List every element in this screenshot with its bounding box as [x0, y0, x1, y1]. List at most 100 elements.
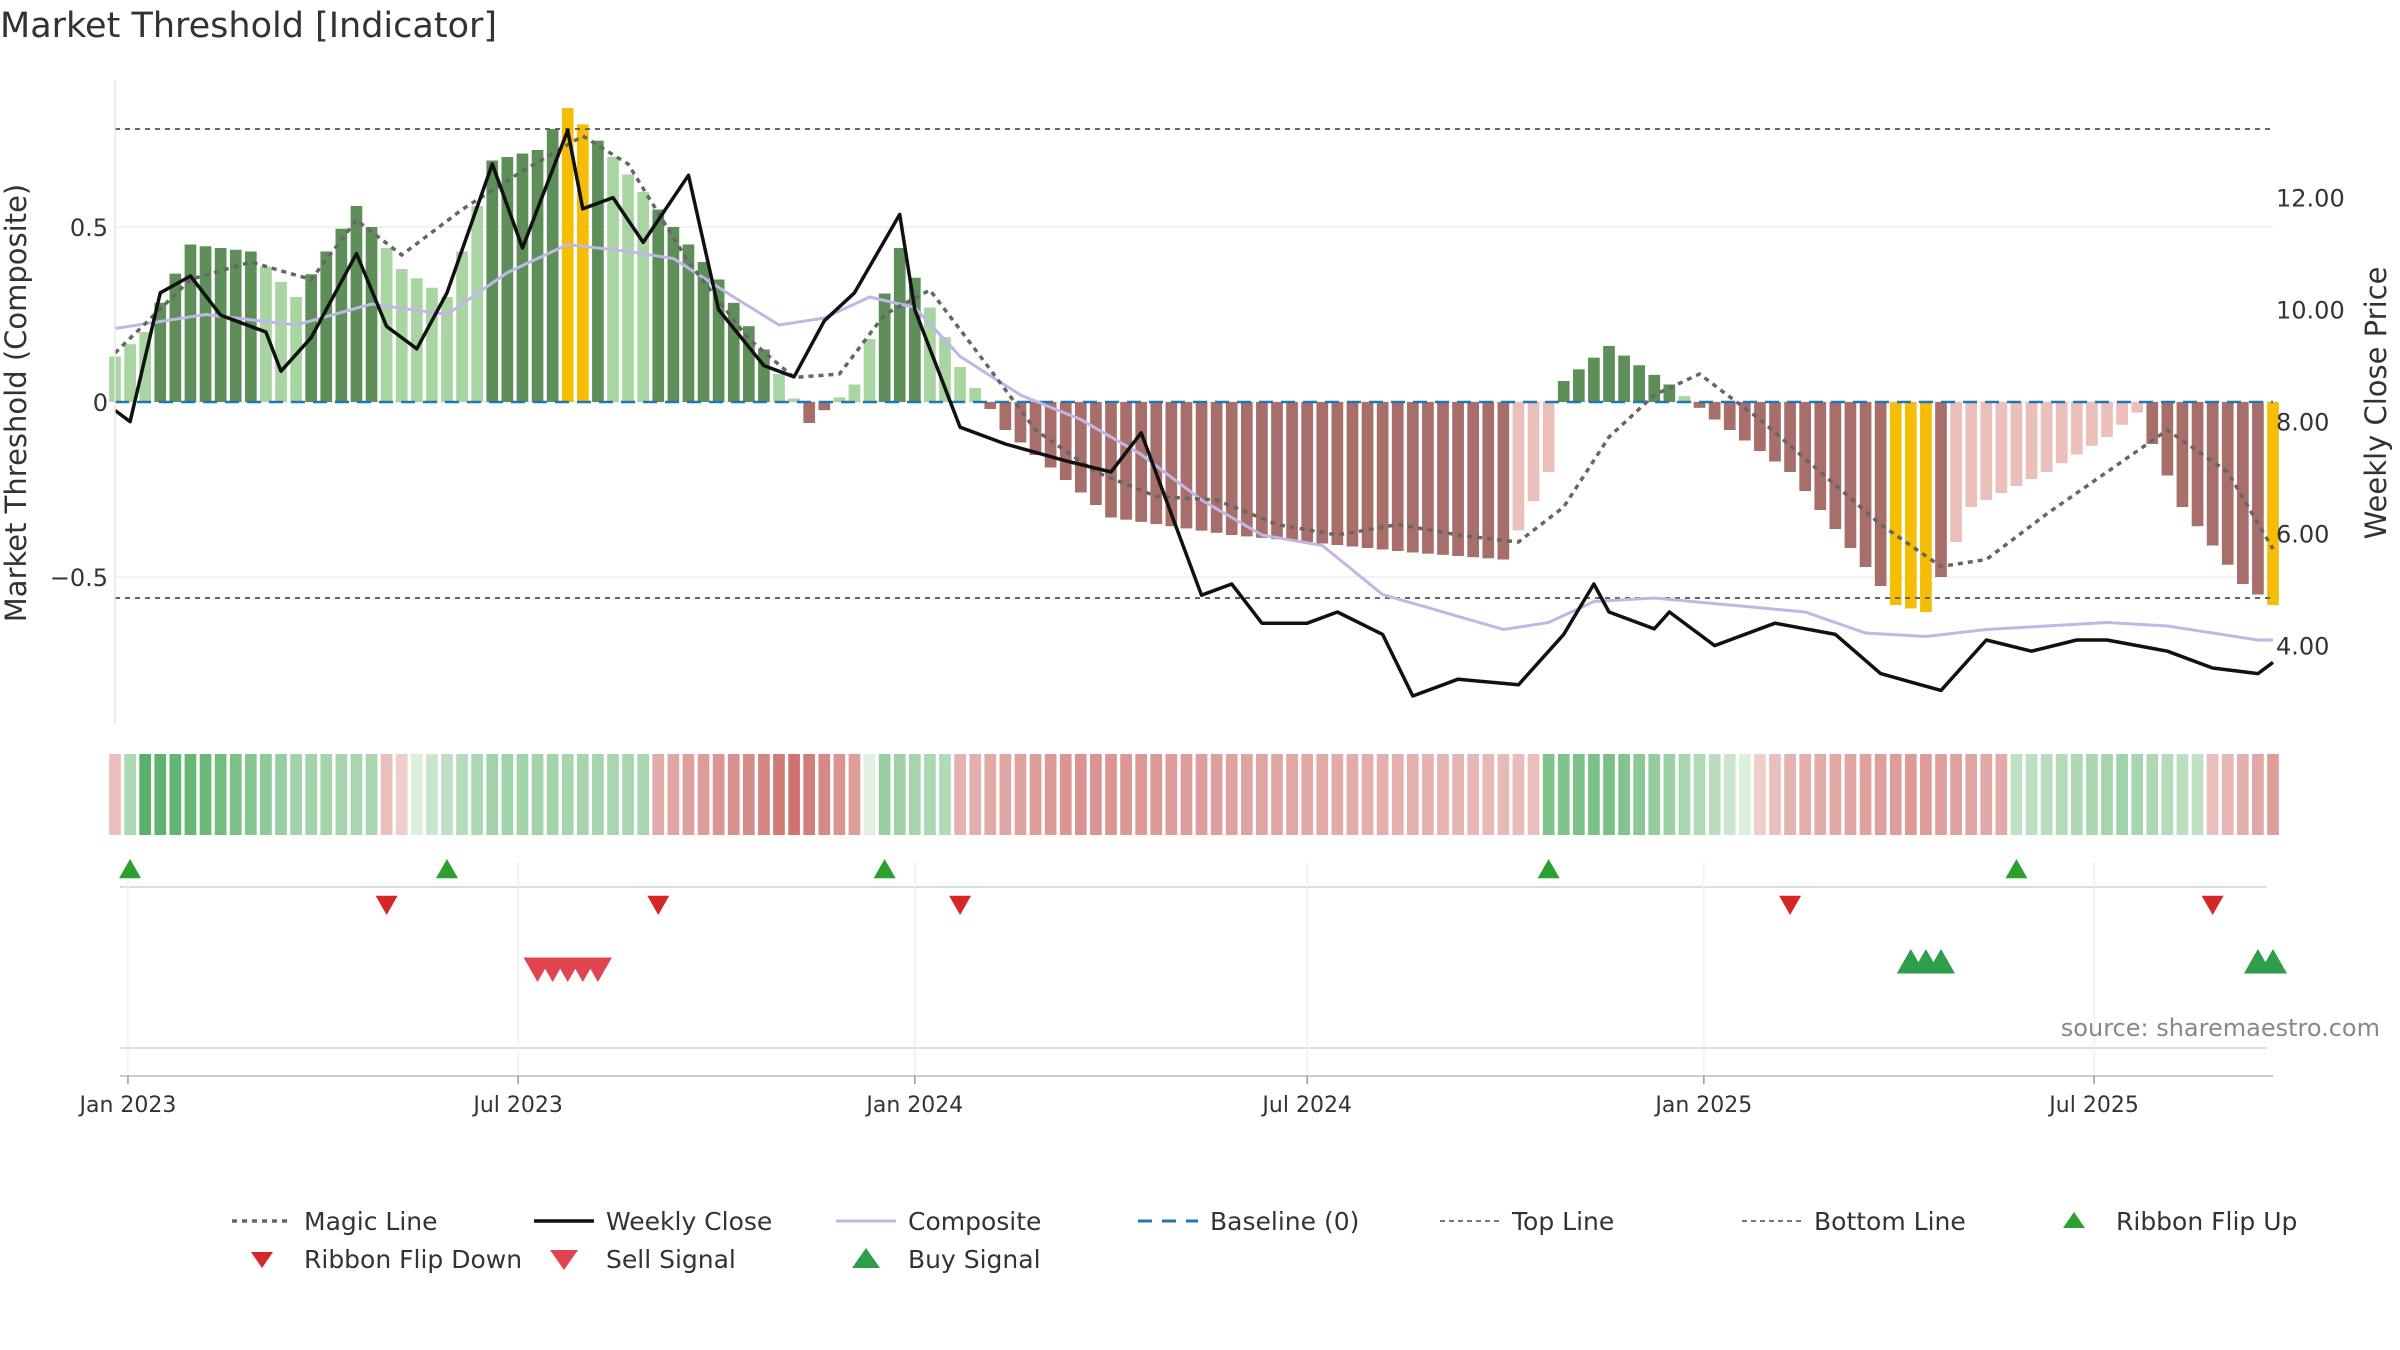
composite-bar: [1950, 402, 1962, 542]
ribbon-cell: [2086, 754, 2098, 835]
ribbon-cell: [456, 754, 468, 835]
ribbon-cell: [803, 754, 816, 835]
ribbon-cell: [244, 754, 257, 835]
composite-bar: [1150, 402, 1163, 525]
composite-bar: [335, 228, 348, 402]
ribbon-cell: [833, 754, 846, 835]
composite-bar: [1331, 402, 1344, 545]
ribbon-cell: [1829, 754, 1842, 835]
ribbon-cell: [1029, 754, 1042, 835]
ribbon-cell: [969, 754, 982, 835]
legend-symbol-top: [1438, 1206, 1502, 1236]
ribbon-cell: [1588, 754, 1600, 835]
ribbon-cell: [1844, 754, 1857, 835]
composite-bar: [1316, 402, 1329, 544]
composite-bar: [576, 124, 589, 402]
ribbon-flip-down-marker: [2201, 895, 2224, 915]
ribbon-cell: [486, 754, 499, 835]
composite-bar: [1889, 402, 1902, 605]
buy-signal-marker: [1927, 949, 1955, 974]
ribbon-cell: [1120, 754, 1132, 835]
ribbon-cell: [1708, 754, 1721, 835]
composite-bar: [1376, 402, 1389, 550]
composite-bar: [1422, 402, 1434, 554]
ribbon-cell: [1497, 754, 1510, 835]
composite-bar: [1286, 402, 1298, 541]
ribbon-flip-up-marker: [2005, 859, 2028, 879]
ribbon-cell: [2236, 754, 2249, 835]
chart-title: Market Threshold [Indicator]: [0, 6, 498, 46]
signal-markers: [119, 859, 2287, 1076]
composite-bar: [954, 367, 966, 402]
composite-bar: [607, 157, 619, 402]
composite-bar: [290, 297, 302, 402]
ribbon-cell: [592, 754, 604, 835]
legend-symbol-bottom: [1740, 1206, 1804, 1236]
ribbon-cell: [1603, 754, 1615, 835]
ribbon-flip-up-marker: [119, 859, 142, 879]
ribbon-cell: [1135, 754, 1148, 835]
y-tick-label-left: 0: [93, 389, 108, 417]
ribbon-strip: [109, 754, 2279, 835]
x-tick-label: Jul 2024: [1260, 1093, 1352, 1118]
ribbon-cell: [410, 754, 423, 835]
sell-signal-marker: [583, 957, 612, 982]
magic-line: [113, 133, 2275, 569]
composite-bar: [712, 279, 725, 402]
composite-bar: [456, 251, 468, 402]
composite-bar: [1090, 402, 1102, 505]
ribbon-cell: [320, 754, 333, 835]
legend-item-buy: Buy Signal: [834, 1244, 1136, 1274]
composite-bar: [1180, 402, 1193, 529]
composite-bar: [1497, 402, 1510, 560]
ribbon-cell: [1210, 754, 1223, 835]
composite-bar: [139, 332, 152, 402]
composite-bar: [1648, 374, 1661, 402]
ribbon-flip-down-marker: [375, 895, 398, 915]
composite-bar: [1935, 402, 1947, 577]
composite-bar: [214, 248, 227, 402]
ribbon-cell: [607, 754, 619, 835]
ribbon-cell: [275, 754, 287, 835]
composite-bar: [410, 278, 423, 402]
ribbon-cell: [1542, 754, 1555, 835]
ribbon-cell: [214, 754, 227, 835]
composite-bar: [667, 227, 680, 402]
composite-bar: [2221, 402, 2234, 565]
composite-bar: [2206, 402, 2219, 546]
composite-bar: [803, 402, 816, 423]
composite-bar: [516, 153, 529, 402]
ribbon-cell: [818, 754, 831, 835]
ribbon-cell: [1950, 754, 1962, 835]
composite-bar: [1723, 402, 1736, 430]
ribbon-flip-down-marker: [949, 895, 972, 915]
composite-bar: [924, 307, 936, 402]
ribbon-cell: [637, 754, 650, 835]
ribbon-cell: [863, 754, 876, 835]
ribbon-cell: [365, 754, 378, 835]
ribbon-cell: [1572, 754, 1585, 835]
composite-bar: [1708, 402, 1721, 420]
chart-canvas: 0.5 0 −0.5 12.00 10.00 8.00 6.00 4.00 Jan 2023 Ju…: [0, 80, 2393, 1118]
ribbon-cell: [2252, 754, 2264, 835]
axes: 0.5 0 −0.5 12.00 10.00 8.00 6.00 4.00 Jan 2023 Ju…: [50, 80, 2345, 1118]
composite-bar: [2040, 402, 2053, 472]
ribbon-cell: [380, 754, 393, 835]
ribbon-cell: [1874, 754, 1887, 835]
composite-bar: [1693, 402, 1706, 408]
legend-symbol-baseline: [1136, 1206, 1200, 1236]
y-axis-label-right: Weekly Close Price: [2359, 267, 2393, 540]
ribbon-cell: [290, 754, 302, 835]
ribbon-cell: [1799, 754, 1812, 835]
composite-bar: [350, 206, 363, 402]
ribbon-cell: [154, 754, 167, 835]
composite-bar: [1980, 402, 1993, 500]
ribbon-cell: [576, 754, 589, 835]
x-tick-label: Jan 2023: [77, 1093, 176, 1118]
composite-bar: [1120, 402, 1132, 520]
composite-bar: [1542, 402, 1555, 472]
ribbon-cell: [1195, 754, 1208, 835]
ribbon-cell: [1346, 754, 1359, 835]
composite-bar: [1301, 402, 1314, 542]
composite-bar: [908, 277, 921, 402]
